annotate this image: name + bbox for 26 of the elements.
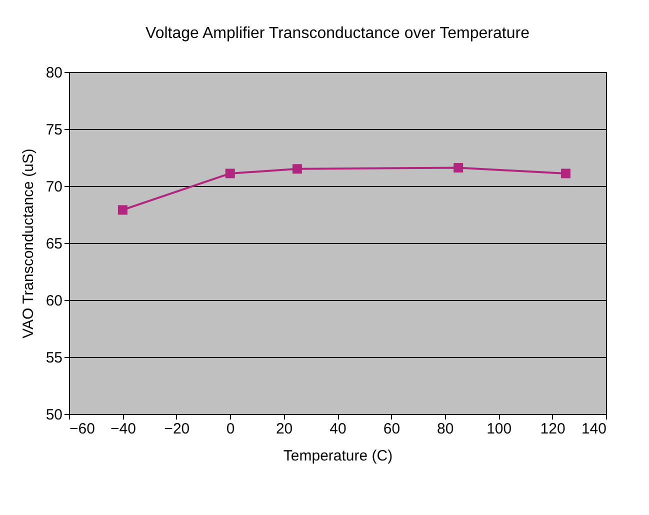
x-tick-label: 120 [540,420,566,438]
x-tick-label: 40 [330,420,346,438]
x-tick-label: −20 [164,420,190,438]
y-tick-label: 50 [46,406,62,424]
point [454,163,464,173]
chart-title: Voltage Amplifier Transconductance over Temperature [146,25,530,42]
y-tick-label: 55 [46,350,62,366]
x-tick-label: 100 [486,420,512,438]
y-tick-label: 60 [46,292,62,310]
point [118,205,128,215]
x-tick-label: 0 [226,420,235,438]
x-tick-label: 20 [276,420,293,438]
point [560,168,570,178]
x-tick-label: −60 [70,420,95,438]
y-tick-label: 65 [46,236,62,252]
point [292,164,302,174]
y-tick-label: 75 [46,122,62,138]
x-tick-label: −40 [110,420,136,438]
y-tick-label: 70 [46,178,62,196]
x-tick-label: 140 [581,420,606,438]
x-tick-label: 60 [383,420,400,438]
point [225,168,235,178]
x-tick-label: 80 [437,420,454,438]
x-axis-title: Temperature (C) [283,448,393,464]
y-axis-title: VAO Transconductance (uS) [20,148,37,338]
y-tick-label: 80 [46,64,62,82]
